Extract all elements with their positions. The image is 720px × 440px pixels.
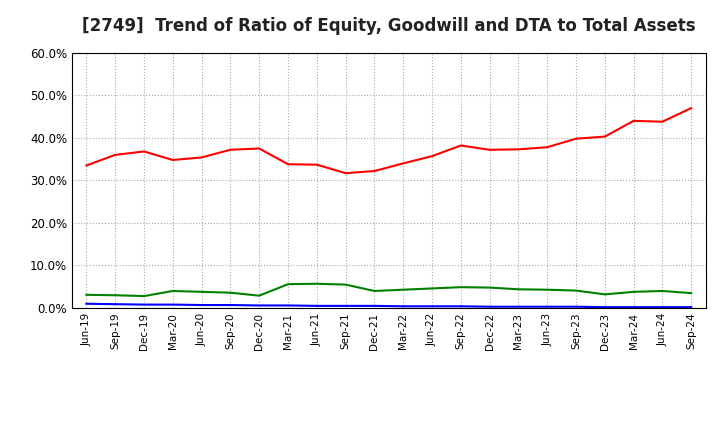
Deferred Tax Assets [399, 287, 408, 292]
Goodwill [168, 302, 177, 307]
Equity [255, 146, 264, 151]
Deferred Tax Assets [629, 289, 638, 294]
Goodwill [514, 304, 523, 309]
Line: Deferred Tax Assets: Deferred Tax Assets [86, 284, 691, 296]
Equity [370, 169, 379, 174]
Equity [226, 147, 235, 152]
Deferred Tax Assets [543, 287, 552, 292]
Equity [284, 161, 292, 167]
Deferred Tax Assets [341, 282, 350, 287]
Goodwill [370, 303, 379, 308]
Goodwill [629, 304, 638, 310]
Goodwill [197, 302, 206, 308]
Goodwill [399, 304, 408, 309]
Equity [168, 158, 177, 163]
Goodwill [600, 304, 609, 310]
Goodwill [82, 301, 91, 306]
Deferred Tax Assets [82, 292, 91, 297]
Goodwill [140, 302, 148, 307]
Deferred Tax Assets [370, 288, 379, 293]
Equity [312, 162, 321, 167]
Deferred Tax Assets [140, 293, 148, 299]
Deferred Tax Assets [226, 290, 235, 295]
Equity [485, 147, 494, 152]
Equity [197, 155, 206, 160]
Goodwill [428, 304, 436, 309]
Equity [140, 149, 148, 154]
Goodwill [658, 304, 667, 310]
Goodwill [687, 304, 696, 310]
Equity [341, 171, 350, 176]
Deferred Tax Assets [572, 288, 580, 293]
Deferred Tax Assets [111, 293, 120, 298]
Deferred Tax Assets [485, 285, 494, 290]
Goodwill [111, 301, 120, 307]
Deferred Tax Assets [428, 286, 436, 291]
Goodwill [255, 303, 264, 308]
Goodwill [485, 304, 494, 309]
Goodwill [284, 303, 292, 308]
Deferred Tax Assets [600, 292, 609, 297]
Equity [600, 134, 609, 139]
Equity [456, 143, 465, 148]
Goodwill [341, 303, 350, 308]
Deferred Tax Assets [658, 288, 667, 293]
Deferred Tax Assets [255, 293, 264, 298]
Equity [687, 106, 696, 111]
Equity [428, 154, 436, 159]
Equity [111, 152, 120, 158]
Equity [514, 147, 523, 152]
Deferred Tax Assets [168, 288, 177, 293]
Deferred Tax Assets [197, 289, 206, 294]
Equity [543, 145, 552, 150]
Equity [399, 161, 408, 166]
Deferred Tax Assets [514, 286, 523, 292]
Goodwill [543, 304, 552, 309]
Line: Goodwill: Goodwill [86, 304, 691, 307]
Goodwill [572, 304, 580, 309]
Goodwill [312, 303, 321, 308]
Text: [2749]  Trend of Ratio of Equity, Goodwill and DTA to Total Assets: [2749] Trend of Ratio of Equity, Goodwil… [82, 18, 696, 35]
Deferred Tax Assets [687, 290, 696, 296]
Equity [629, 118, 638, 124]
Deferred Tax Assets [284, 282, 292, 287]
Equity [572, 136, 580, 141]
Equity [82, 163, 91, 168]
Line: Equity: Equity [86, 108, 691, 173]
Goodwill [226, 302, 235, 308]
Equity [658, 119, 667, 125]
Deferred Tax Assets [456, 285, 465, 290]
Deferred Tax Assets [312, 281, 321, 286]
Goodwill [456, 304, 465, 309]
